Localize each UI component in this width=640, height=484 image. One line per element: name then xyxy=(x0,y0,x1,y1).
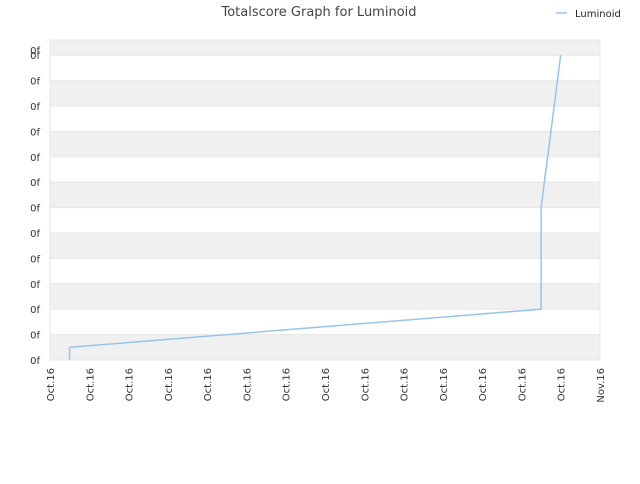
y-tick-label: 0f xyxy=(30,331,40,342)
plot-band xyxy=(50,156,600,183)
plot-band xyxy=(50,40,600,56)
plot-band xyxy=(50,334,600,360)
x-tick-label: Oct.16 xyxy=(164,368,175,401)
y-tick-label: 0f xyxy=(30,178,40,189)
y-tick-label: 0f xyxy=(30,305,40,316)
x-tick-label: Oct.16 xyxy=(439,368,450,401)
series-layer xyxy=(68,55,562,360)
y-tick-label: 0f xyxy=(30,102,40,113)
y-tick-label: 0f xyxy=(30,127,40,138)
x-tick-label: Oct.16 xyxy=(517,368,528,401)
x-tick-label: Oct.16 xyxy=(242,368,253,401)
x-tick-label: Oct.16 xyxy=(400,368,411,401)
y-tick-label: 0f xyxy=(30,356,40,367)
plot-band xyxy=(50,106,600,132)
y-tick-label: 0f xyxy=(30,46,40,57)
plot-band xyxy=(50,55,600,81)
plot-band xyxy=(50,182,600,208)
plot-band xyxy=(50,309,600,335)
y-tick-label: 0f xyxy=(30,153,40,164)
x-tick-label: Oct.16 xyxy=(360,368,371,401)
plot-band xyxy=(50,283,600,310)
legend-label: Luminoid xyxy=(575,9,621,20)
plot-band xyxy=(50,258,600,284)
y-tick-label: 0f xyxy=(30,280,40,291)
legend: Luminoid xyxy=(556,9,621,20)
gridlines xyxy=(49,39,601,361)
series-line xyxy=(68,55,562,360)
y-tick-label: 0f xyxy=(30,204,40,215)
y-tick-label: 0f xyxy=(30,51,40,62)
chart-title: Totalscore Graph for Luminoid xyxy=(220,5,416,20)
plot-band xyxy=(50,233,600,259)
x-tick-label: Oct.16 xyxy=(321,368,332,401)
x-tick-label: Oct.16 xyxy=(557,368,568,401)
x-tick-label: Oct.16 xyxy=(46,368,57,401)
y-tick-label: 0f xyxy=(30,229,40,240)
background-bands xyxy=(50,40,600,360)
y-tick-label: 0f xyxy=(30,77,40,88)
x-tick-label: Oct.16 xyxy=(282,368,293,401)
x-tick-label: Oct.16 xyxy=(85,368,96,401)
plot-band xyxy=(50,207,600,234)
x-tick-label: Nov.16 xyxy=(596,368,607,403)
y-tick-label: 0f xyxy=(30,254,40,265)
x-axis-ticks: Oct.16 Oct.16 Oct.16 Oct.16 Oct.16 Oct.16 Oct.… xyxy=(46,368,607,403)
x-tick-label: Oct.16 xyxy=(478,368,489,401)
x-tick-label: Oct.16 xyxy=(203,368,214,401)
plot-band xyxy=(50,80,600,107)
plot-band xyxy=(50,131,600,157)
x-tick-label: Oct.16 xyxy=(125,368,136,401)
